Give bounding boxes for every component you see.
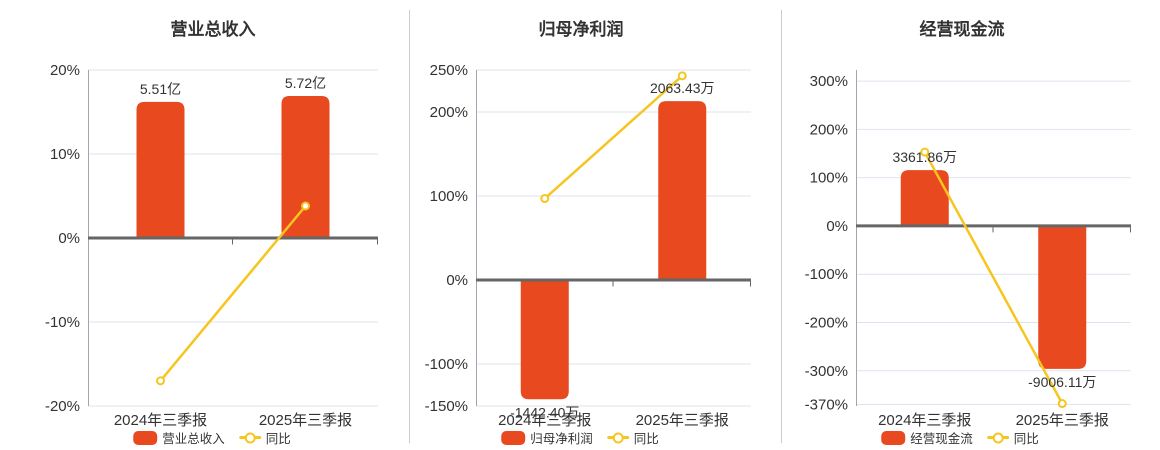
x-axis-label: 2025年三季报 [635,412,729,429]
y-tick-label: 0% [58,230,80,247]
panel-divider [781,10,782,443]
legend: 营业总收入 同比 [133,428,291,447]
bar-value-label: 5.72亿 [285,75,326,91]
chart-title: 归母净利润 [538,20,624,39]
legend-label: 归母净利润 [530,432,593,446]
x-axis-label: 2024年三季报 [878,412,972,429]
line-marker-icon [606,432,629,443]
y-tick-label: -20% [45,398,80,415]
chart-panel-cash-flow: 经营现金流 300% 200% 100% 0% -100% -200% -300% -370%… [782,0,1160,450]
y-tick-label: -370% [805,397,848,414]
trend-marker [920,147,930,157]
legend-item-bar-series[interactable]: 营业总收入 [133,428,225,447]
bar-value-label: 2063.43万 [650,80,715,96]
y-tick-label: -100% [805,266,848,283]
bar-swatch-icon [881,430,906,445]
line-marker-icon [986,432,1009,443]
y-tick-label: 10% [50,146,80,163]
bar-value-label: -9006.11万 [1028,374,1096,390]
trend-line [543,74,684,200]
y-tick-label: 100% [430,188,468,205]
x-axis-label: 2024年三季报 [498,412,592,429]
bar [136,101,185,238]
trend-line [923,151,1064,405]
legend-item-line-series[interactable]: 同比 [606,428,659,447]
legend-label: 经营现金流 [910,432,973,446]
bar-value-label: -1442.40万 [510,404,579,420]
legend-item-line-series[interactable]: 同比 [986,428,1039,447]
y-tick-label: -200% [805,314,848,331]
y-tick-label: -10% [45,314,80,331]
bar-swatch-icon [501,430,526,445]
legend-item-line-series[interactable]: 同比 [238,428,291,447]
bar-value-label: 3361.86万 [892,149,957,165]
trend-marker [301,201,310,211]
chart-title: 营业总收入 [170,20,256,39]
y-tick-label: 100% [810,170,848,187]
panel-divider [409,10,410,443]
trend-marker [677,71,687,81]
trend-marker [540,194,550,204]
bar-swatch-icon [133,430,158,445]
x-axis-label: 2024年三季报 [113,412,208,429]
y-tick-label: 0% [446,272,468,289]
cash-flow-chart-canvas: 300% 200% 100% 0% -100% -200% -300% -370% 3361.8… [805,70,1131,414]
bar [900,170,949,226]
x-axis-label: 2025年三季报 [1015,412,1109,429]
legend-item-bar-series[interactable]: 经营现金流 [881,428,973,447]
trend-marker [156,376,165,386]
chart-title: 经营现金流 [919,20,1005,39]
bar [1038,225,1087,369]
legend: 归母净利润 同比 [501,428,659,447]
revenue-chart-canvas: 20% 10% 0% -10% -20% 5.51亿 5.72亿 [45,62,378,415]
net-profit-chart-canvas: 250% 200% 100% 0% -100% -150% -1442.40万 2063.43… [425,62,751,420]
chart-panel-revenue: 营业总收入 20% 10% 0% -10% -20% 5.51亿 5.72亿 2024年三季… [0,0,410,450]
y-tick-label: 250% [430,62,468,79]
y-tick-label: 200% [430,104,468,121]
y-tick-label: 0% [826,218,848,235]
legend: 经营现金流 同比 [881,428,1039,447]
line-marker-icon [238,432,261,443]
x-axis-label: 2025年三季报 [258,412,353,429]
bar [281,96,330,238]
y-tick-label: -300% [805,363,848,380]
legend-label: 同比 [633,432,659,446]
legend-item-bar-series[interactable]: 归母净利润 [501,428,593,447]
bar-value-label: 5.51亿 [140,81,181,97]
trend-marker [1057,399,1067,409]
bar [520,280,569,400]
y-tick-label: 200% [810,121,848,138]
y-tick-label: 300% [810,73,848,90]
y-tick-label: 20% [50,62,80,79]
y-tick-label: -150% [425,398,468,415]
legend-label: 营业总收入 [162,432,225,446]
chart-panel-net-profit: 归母净利润 250% 200% 100% 0% -100% -150% -1442.40万 2… [410,0,782,450]
y-tick-label: -100% [425,356,468,373]
trend-line [159,205,307,382]
bar [658,101,707,280]
legend-label: 同比 [1013,432,1039,446]
legend-label: 同比 [265,432,291,446]
